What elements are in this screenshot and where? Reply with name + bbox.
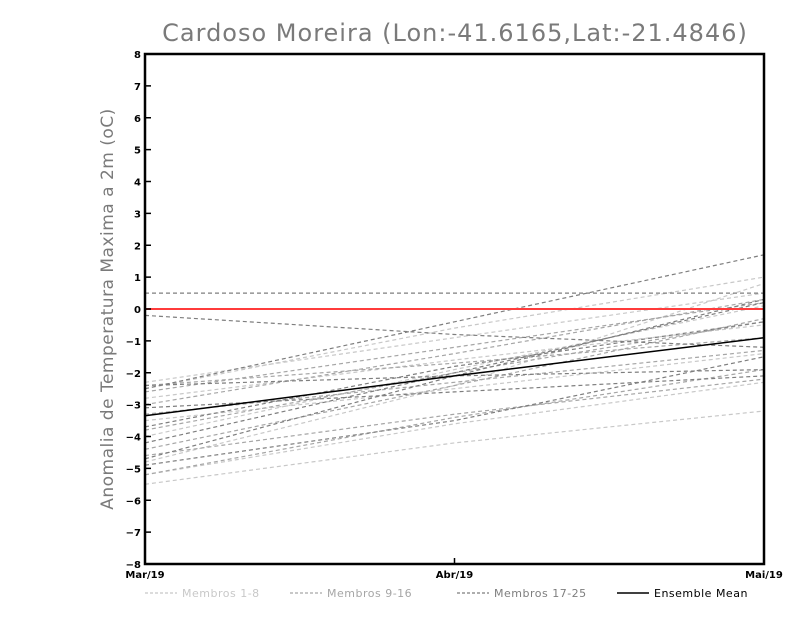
y-axis-label: Anomalia de Temperatura Maxima a 2m (oC) <box>98 108 118 510</box>
y-tick-label: −2 <box>126 369 141 380</box>
y-tick-label: 2 <box>134 241 141 252</box>
y-tick-label: 4 <box>134 178 141 189</box>
x-tick-label: Mai/19 <box>745 570 783 581</box>
y-tick-label: −1 <box>126 337 141 348</box>
x-tick-label: Mar/19 <box>125 570 164 581</box>
legend-label: Membros 9-16 <box>327 587 412 600</box>
y-tick-label: −5 <box>126 464 141 475</box>
y-tick-label: 0 <box>134 305 141 316</box>
x-tick-label: Abr/19 <box>436 570 473 581</box>
legend-label: Ensemble Mean <box>654 587 748 600</box>
y-tick-label: 5 <box>134 146 141 157</box>
y-tick-label: 7 <box>134 82 141 93</box>
legend-label: Membros 1-8 <box>182 587 260 600</box>
y-tick-label: 3 <box>134 209 141 220</box>
chart-title: Cardoso Moreira (Lon:-41.6165,Lat:-21.48… <box>162 19 748 47</box>
y-tick-label: −4 <box>126 433 141 444</box>
y-tick-label: −6 <box>126 496 141 507</box>
y-tick-label: −7 <box>126 528 141 539</box>
ensemble-line-chart: Cardoso Moreira (Lon:-41.6165,Lat:-21.48… <box>0 0 800 618</box>
y-tick-label: −3 <box>126 401 141 412</box>
y-tick-label: 8 <box>134 50 141 61</box>
y-tick-label: 6 <box>134 114 141 125</box>
y-tick-label: 1 <box>134 273 141 284</box>
legend-label: Membros 17-25 <box>494 587 587 600</box>
